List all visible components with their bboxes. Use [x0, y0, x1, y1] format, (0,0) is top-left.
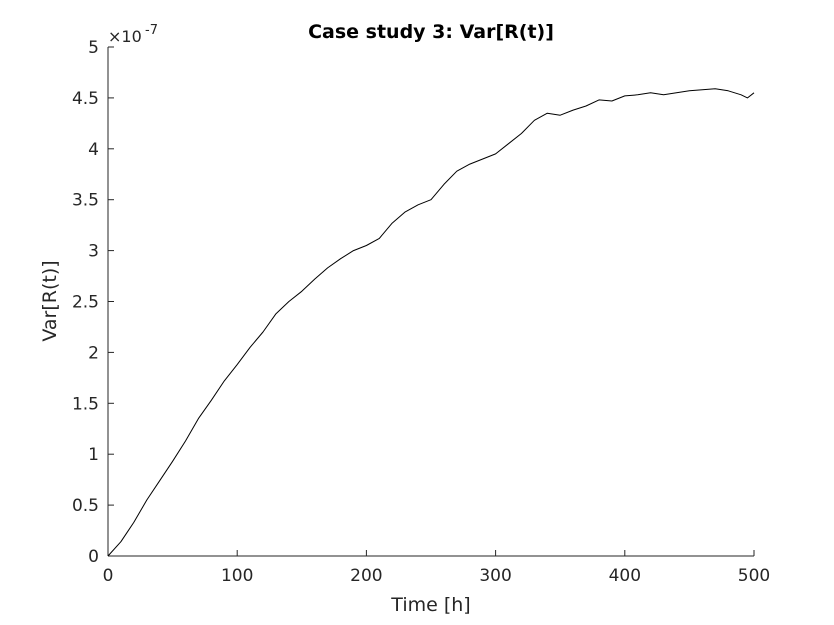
- y-multiplier-label: ×10: [108, 27, 142, 46]
- series-line: [107, 88, 755, 557]
- y-tick-label: 1: [88, 445, 99, 465]
- y-tick-label: 4: [88, 140, 99, 160]
- y-tick-label: 3: [88, 242, 99, 262]
- y-exponent-label: -7: [145, 23, 158, 38]
- x-tick-label: 0: [103, 566, 114, 586]
- series-layer: [107, 88, 755, 557]
- y-tick-label: 0: [88, 547, 99, 567]
- y-tick-label: 3.5: [72, 191, 99, 211]
- chart-title: Case study 3: Var[R(t)]: [308, 21, 554, 43]
- x-tick-label: 500: [738, 566, 770, 586]
- y-tick-label: 4.5: [72, 89, 99, 109]
- x-tick-label: 400: [609, 566, 641, 586]
- plot-area: [108, 47, 754, 556]
- x-tick-label: 300: [479, 566, 511, 586]
- y-axis-label: Var[R(t)]: [39, 260, 61, 341]
- x-tick-label: 100: [221, 566, 253, 586]
- ticks: 0 100 200 300 400 500 0 0.5 1 1.5 2 2.5 3 3.5 4 4.5 5: [72, 38, 770, 586]
- y-tick-label: 5: [88, 38, 99, 58]
- y-tick-label: 0.5: [72, 496, 99, 516]
- y-tick-label: 1.5: [72, 394, 99, 414]
- y-tick-label: 2.5: [72, 293, 99, 313]
- x-tick-label: 200: [350, 566, 382, 586]
- x-axis-label: Time [h]: [390, 594, 470, 616]
- y-tick-label: 2: [88, 343, 99, 363]
